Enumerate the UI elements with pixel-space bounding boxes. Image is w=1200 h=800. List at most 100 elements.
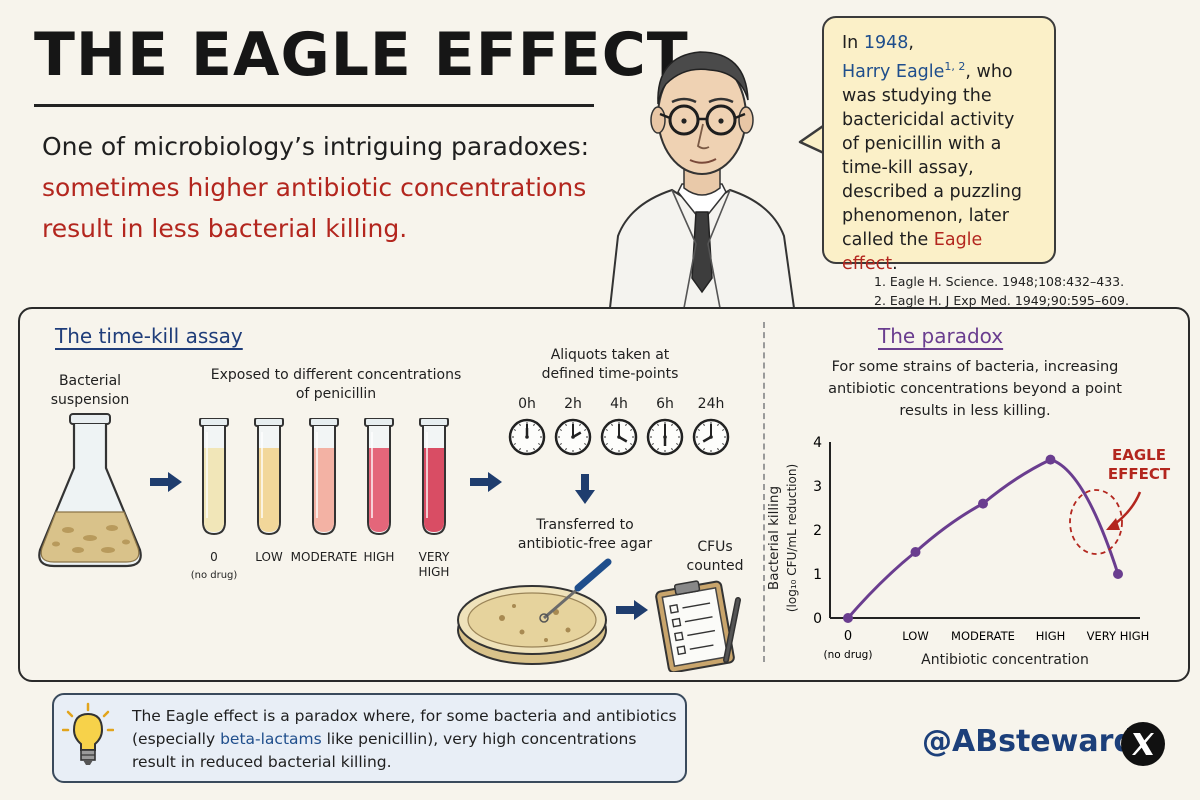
y-tick-label: 1 bbox=[813, 567, 822, 583]
paradox-description-line: For some strains of bacteria, increasing bbox=[831, 359, 1119, 375]
x-tick-label: MODERATE bbox=[951, 629, 1015, 643]
y-tick-label: 3 bbox=[813, 479, 822, 495]
transfer-label: Transferred to antibiotic-free agar bbox=[505, 516, 665, 554]
exposed-label-line: Exposed to different concentrations bbox=[210, 367, 462, 383]
y-axis-sublabel: (log₁₀ CFU/mL reduction) bbox=[785, 464, 799, 612]
timepoint-label: 2h bbox=[564, 396, 582, 412]
assay-title: The time-kill assay bbox=[55, 324, 243, 348]
aliquots-label: Aliquots taken at defined time-points bbox=[520, 346, 700, 384]
y-tick-label: 0 bbox=[813, 611, 822, 627]
intro-text: One of microbiology’s intriguing paradox… bbox=[42, 126, 602, 249]
speech-bubble: In 1948, Harry Eagle1, 2, who was studyi… bbox=[822, 16, 1056, 274]
timepoint-label: 4h bbox=[610, 396, 628, 412]
clock-icon bbox=[600, 418, 638, 456]
exposed-label: Exposed to different concentrations of p… bbox=[196, 366, 476, 404]
reference-item: 2. Eagle H. J Exp Med. 1949;90:595–609. bbox=[874, 293, 1129, 308]
x-tick-sublabel: (no drug) bbox=[824, 649, 873, 661]
lightbulb-icon bbox=[62, 702, 114, 765]
y-axis-label: Bacterial killing bbox=[766, 486, 782, 590]
tube-row: 0 (no drug) LOW MODERATE HIGH VERY HIGH bbox=[188, 418, 478, 598]
title-underline bbox=[34, 104, 594, 107]
tube-label: MODERATE bbox=[284, 550, 364, 565]
clock-icon bbox=[508, 418, 546, 456]
bubble-citation: 1, 2 bbox=[944, 60, 966, 73]
author-handle[interactable]: @ABsteward bbox=[922, 724, 1135, 759]
aliquots-label-line: Aliquots taken at bbox=[550, 347, 670, 363]
tube-label: 0 (no drug) bbox=[174, 550, 254, 583]
y-tick-label: 2 bbox=[813, 523, 822, 539]
transfer-label-line: Transferred to bbox=[536, 517, 634, 533]
arrow-down-icon bbox=[575, 474, 595, 504]
intro-line: One of microbiology’s intriguing paradox… bbox=[42, 132, 590, 161]
references: 1. Eagle H. Science. 1948;108:432–433. 2… bbox=[874, 272, 1129, 310]
paradox-title: The paradox bbox=[878, 324, 1004, 348]
timepoint-label: 24h bbox=[697, 396, 725, 412]
chart-axes bbox=[829, 442, 1140, 619]
paradox-description-line: results in less killing. bbox=[899, 403, 1051, 419]
bubble-prefix: In bbox=[842, 33, 864, 53]
x-tick-label: HIGH bbox=[1036, 629, 1066, 643]
intro-highlight: sometimes higher antibiotic concentratio… bbox=[42, 173, 587, 243]
arrow-right-icon bbox=[150, 472, 182, 492]
x-tick-label: VERY HIGH bbox=[1087, 629, 1150, 643]
tube-label-sub: (no drug) bbox=[190, 570, 238, 581]
tip-text: The Eagle effect is a paradox where, for… bbox=[132, 705, 682, 774]
tube-label-main: 0 bbox=[210, 550, 218, 564]
chart-x-ticks: 0 (no drug) LOW MODERATE HIGH VERY HIGH bbox=[824, 629, 1150, 661]
tube-label: LOW bbox=[229, 550, 309, 565]
arrow-right-icon bbox=[616, 600, 648, 620]
data-point bbox=[843, 613, 853, 623]
tip-box bbox=[52, 693, 687, 783]
timepoint-clocks: 0h 2h 4h 6h 24h bbox=[505, 395, 735, 459]
transfer-label-line: antibiotic-free agar bbox=[517, 536, 653, 552]
reference-item: 1. Eagle H. Science. 1948;108:432–433. bbox=[874, 274, 1125, 289]
bubble-name: Harry Eagle bbox=[842, 61, 945, 82]
tip-text-b: like penicillin), very high concentratio… bbox=[132, 730, 637, 771]
page-title: THE EAGLE EFFECT bbox=[34, 20, 689, 90]
tube-label: VERY HIGH bbox=[394, 550, 474, 580]
exposed-label-line: of penicillin bbox=[295, 386, 377, 402]
cfu-label-line: counted bbox=[686, 558, 744, 574]
bubble-end: . bbox=[892, 253, 898, 274]
series-line bbox=[846, 457, 1120, 619]
bubble-body: , who was studying the bactericidal acti… bbox=[842, 61, 1022, 250]
arrow-right-icon bbox=[470, 472, 502, 492]
flask-icon bbox=[38, 413, 142, 568]
data-point bbox=[910, 547, 921, 557]
aliquots-label-line: defined time-points bbox=[541, 366, 679, 382]
timepoint-label: 0h bbox=[518, 396, 536, 412]
bubble-term: Eagle effect bbox=[842, 229, 983, 274]
tip-term: beta-lactams bbox=[220, 730, 322, 748]
harry-eagle-portrait bbox=[608, 51, 796, 308]
chart-points bbox=[843, 454, 1123, 623]
cfu-label: CFUs counted bbox=[680, 538, 750, 576]
x-tick-label: LOW bbox=[902, 629, 928, 643]
tube-label-sub: HIGH bbox=[418, 565, 450, 579]
paradox-description: For some strains of bacteria, increasing… bbox=[780, 356, 1170, 422]
clipboard-icon bbox=[655, 580, 741, 672]
test-tube-icon bbox=[419, 418, 449, 536]
tube-label-main: HIGH bbox=[363, 550, 395, 564]
flask-label-line: Bacterial bbox=[58, 373, 122, 389]
test-tube-icon bbox=[254, 418, 284, 536]
paradox-description-line: antibiotic concentrations beyond a point bbox=[828, 381, 1122, 397]
panel-divider bbox=[763, 322, 765, 662]
tube-label: HIGH bbox=[339, 550, 419, 565]
test-tube-icon bbox=[199, 418, 229, 536]
agar-plate-icon bbox=[457, 558, 612, 665]
tube-label-main: MODERATE bbox=[290, 550, 358, 564]
x-logo-icon[interactable] bbox=[1120, 721, 1166, 767]
bubble-tail bbox=[798, 122, 827, 156]
test-tube-icon bbox=[309, 418, 339, 536]
chart-y-ticks: 0 1 2 3 4 bbox=[813, 435, 822, 627]
data-point bbox=[978, 498, 988, 509]
timepoint-label: 6h bbox=[656, 396, 674, 412]
test-tube-icon bbox=[364, 418, 394, 536]
clock-icon bbox=[692, 418, 730, 456]
clock-icon bbox=[554, 418, 592, 456]
flask-label: Bacterial suspension bbox=[30, 372, 150, 410]
eagle-effect-annotation: EFFECT bbox=[1108, 465, 1171, 483]
data-point bbox=[1045, 454, 1056, 465]
data-point bbox=[1113, 569, 1123, 579]
bubble-year: 1948 bbox=[863, 33, 909, 53]
